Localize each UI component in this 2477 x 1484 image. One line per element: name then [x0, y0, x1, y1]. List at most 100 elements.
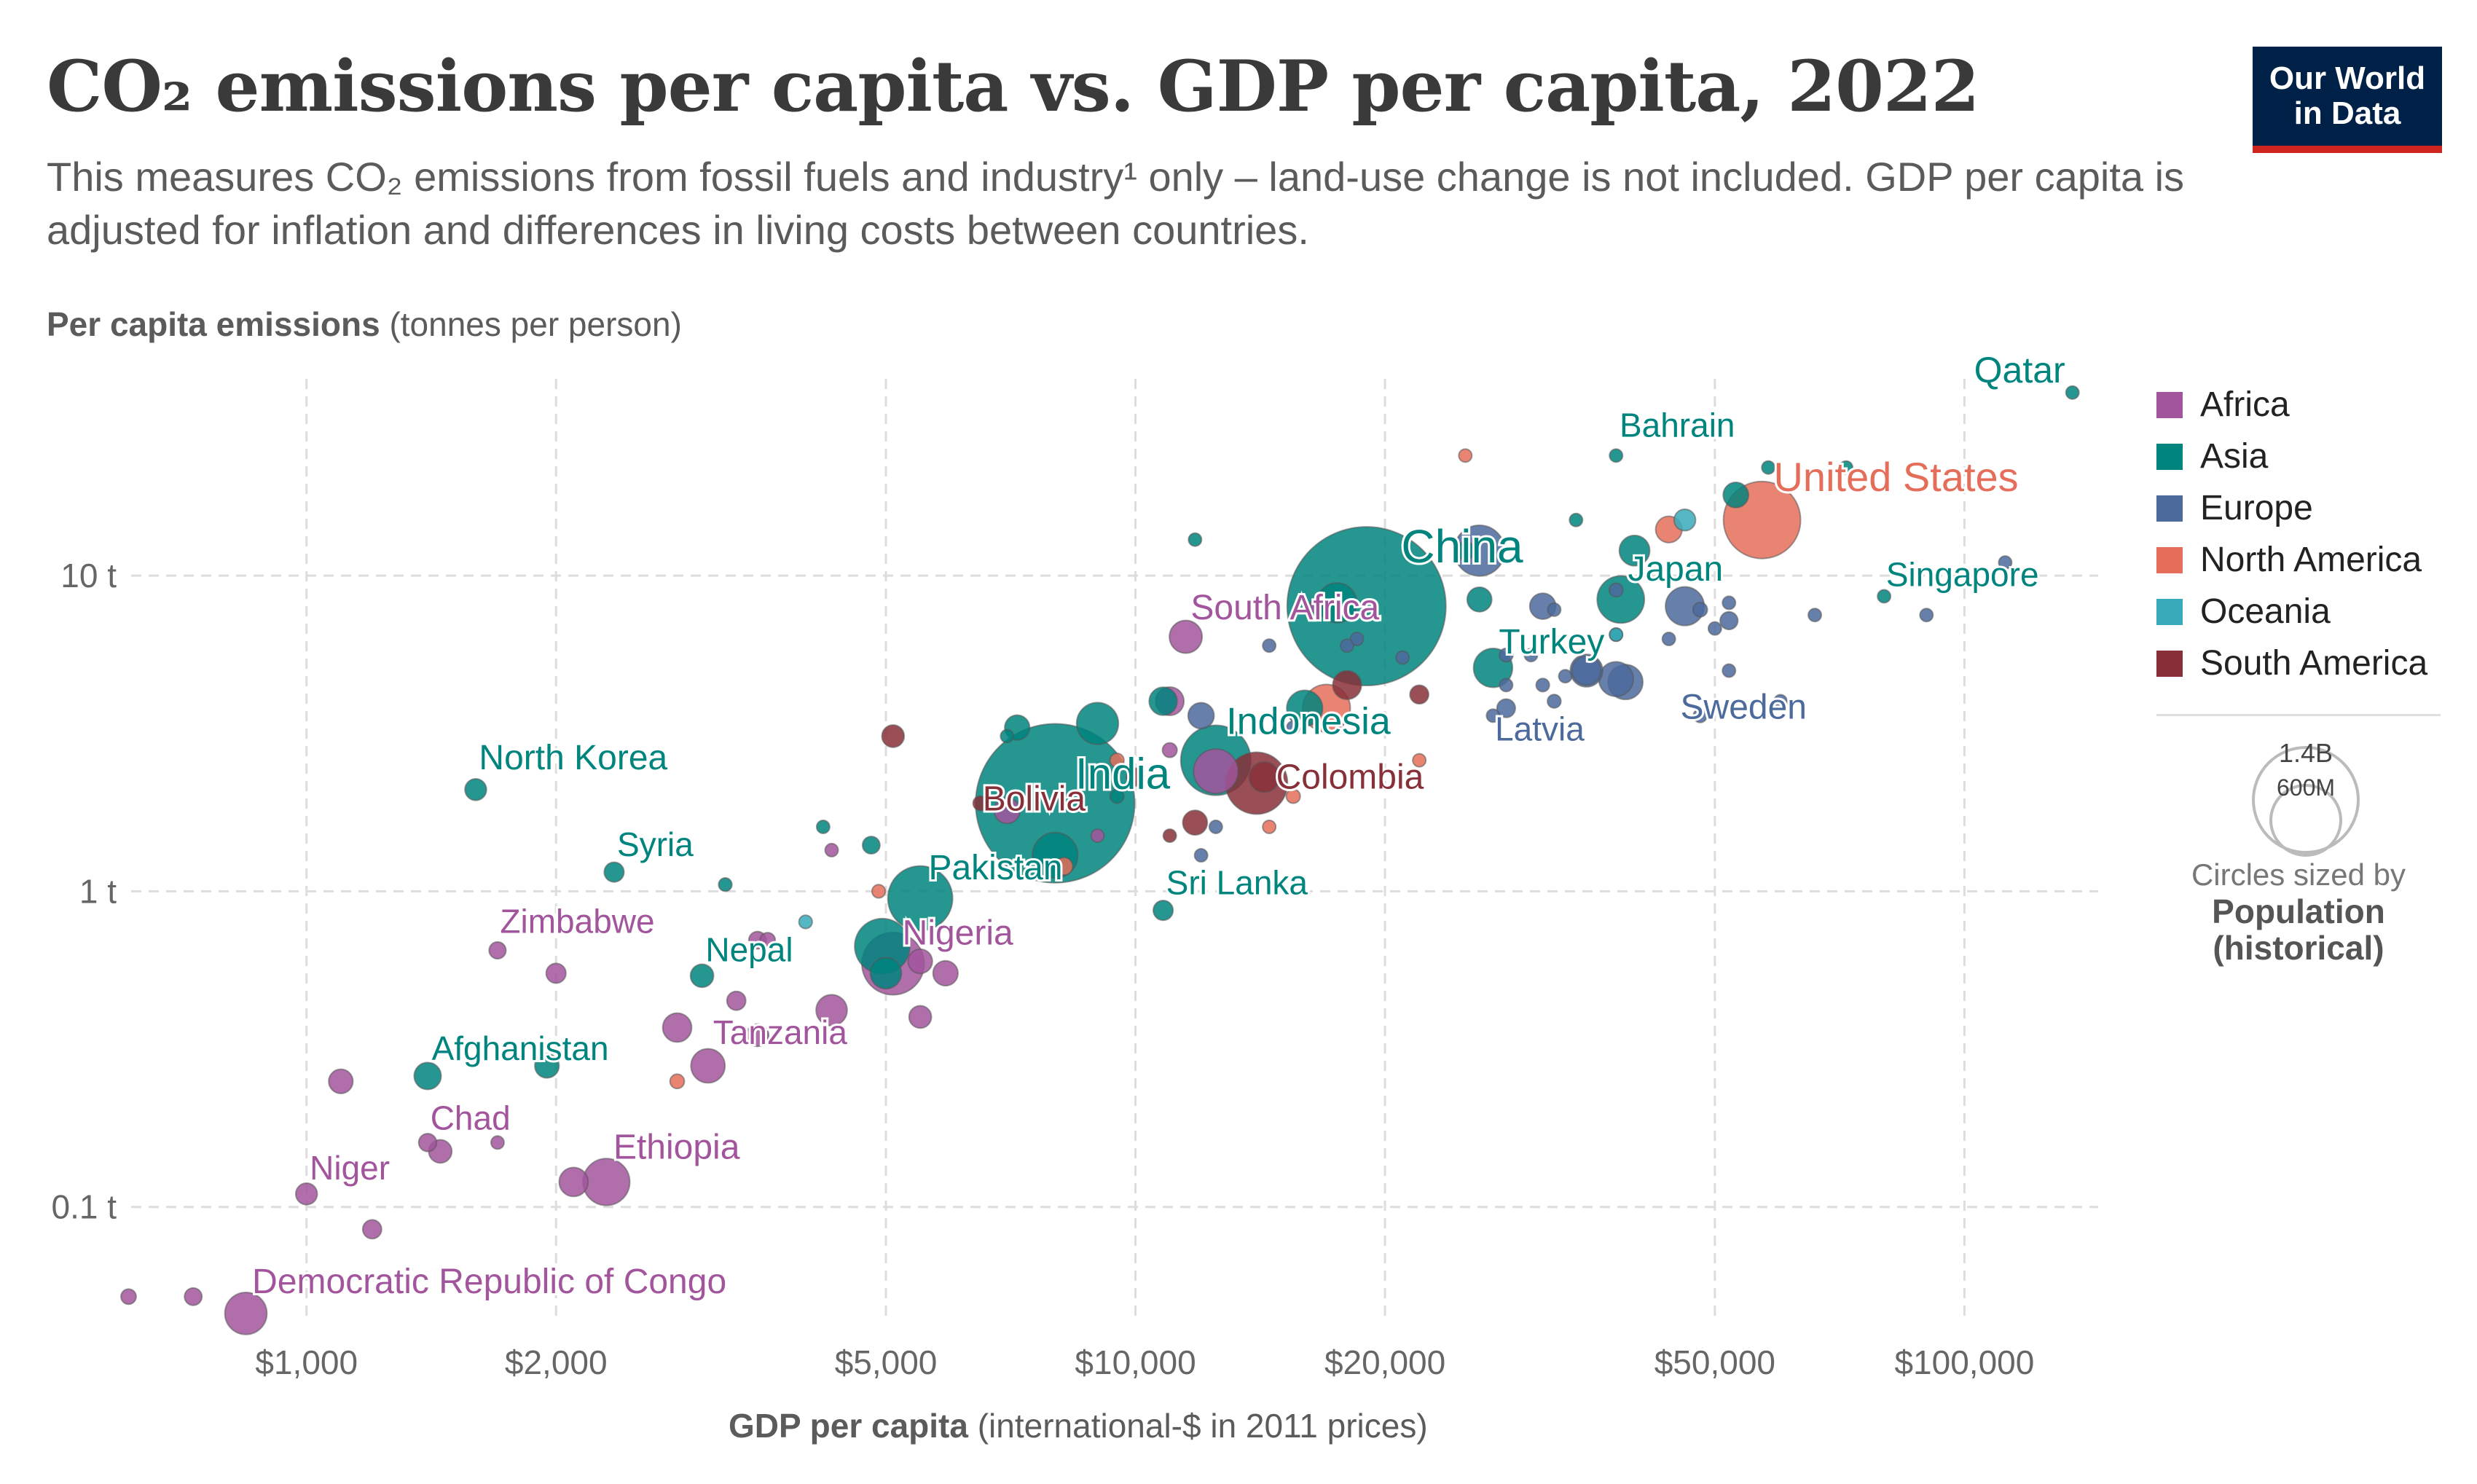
point-bosnia-and-herzegovina[interactable]	[1262, 638, 1277, 653]
point-netherlands[interactable]	[1719, 611, 1739, 631]
point-finland[interactable]	[1661, 632, 1676, 647]
point-mozambique[interactable]	[328, 1068, 354, 1094]
point-norway[interactable]	[1807, 608, 1823, 623]
point-libya[interactable]	[1308, 599, 1324, 614]
point-thailand[interactable]	[1286, 689, 1324, 727]
point-south-korea[interactable]	[1618, 534, 1651, 567]
point-sri-lanka[interactable]	[1152, 900, 1174, 922]
point-mali[interactable]	[545, 962, 567, 984]
point-malaysia[interactable]	[1466, 586, 1493, 613]
point-iraq[interactable]	[1148, 686, 1178, 716]
point-jordan[interactable]	[1109, 788, 1125, 804]
point-venezuela[interactable]	[881, 724, 906, 748]
point-chile[interactable]	[1409, 684, 1430, 705]
point-united-arab-emirates[interactable]	[1839, 460, 1854, 475]
point-russia[interactable]	[1453, 524, 1506, 577]
point-denmark[interactable]	[1722, 663, 1737, 678]
point-trinidad-and-tobago[interactable]	[1458, 448, 1473, 463]
point-dominican-republic[interactable]	[1285, 788, 1301, 804]
legend-item-south-america[interactable]: South America	[2156, 637, 2427, 689]
point-papua-new-guinea[interactable]	[798, 914, 813, 930]
point-ireland[interactable]	[1919, 608, 1934, 623]
point-serbia[interactable]	[1340, 638, 1355, 653]
point-bulgaria[interactable]	[1395, 650, 1410, 665]
point-estonia[interactable]	[1547, 602, 1562, 617]
point-angola[interactable]	[932, 959, 959, 987]
legend-item-africa[interactable]: Africa	[2156, 379, 2427, 431]
point-china[interactable]	[1286, 526, 1447, 687]
point-lithuania[interactable]	[1558, 669, 1573, 684]
point-vietnam[interactable]	[1075, 702, 1120, 745]
point-niger[interactable]	[294, 1182, 318, 1206]
point-afghanistan[interactable]	[413, 1061, 442, 1091]
point-new-zealand[interactable]	[1609, 627, 1624, 643]
point-panama[interactable]	[1412, 753, 1427, 768]
point-greece[interactable]	[1498, 647, 1514, 663]
point-honduras[interactable]	[871, 884, 887, 899]
point-bolivia[interactable]	[972, 795, 989, 812]
point-cambodia[interactable]	[861, 836, 881, 855]
point-zimbabwe[interactable]	[488, 941, 507, 960]
point-kuwait[interactable]	[1761, 460, 1776, 475]
point-belarus[interactable]	[1349, 632, 1365, 647]
point-tunisia[interactable]	[1161, 742, 1178, 758]
point-zambia[interactable]	[726, 990, 747, 1011]
point-portugal[interactable]	[1547, 694, 1562, 709]
point-chad[interactable]	[417, 1132, 438, 1153]
point-morocco[interactable]	[993, 797, 1021, 825]
point-sierra-leone[interactable]	[490, 1135, 505, 1150]
point-ukraine[interactable]	[1187, 702, 1215, 730]
point-laos[interactable]	[1000, 729, 1015, 744]
point-malawi[interactable]	[361, 1219, 382, 1240]
point-kenya[interactable]	[815, 994, 848, 1026]
point-south-africa[interactable]	[1169, 619, 1204, 654]
point-guatemala[interactable]	[1054, 857, 1074, 876]
legend-item-europe[interactable]: Europe	[2156, 482, 2427, 534]
legend-item-oceania[interactable]: Oceania	[2156, 586, 2427, 637]
point-democratic-republic-of-congo[interactable]	[224, 1292, 268, 1335]
point-belgium[interactable]	[1692, 601, 1708, 618]
point-mongolia[interactable]	[1188, 532, 1203, 547]
point-egypt[interactable]	[1193, 748, 1239, 795]
point-united-kingdom[interactable]	[1598, 661, 1634, 697]
point-pakistan[interactable]	[887, 865, 954, 932]
point-romania[interactable]	[1496, 698, 1516, 718]
point-myanmar[interactable]	[869, 957, 903, 990]
point-ivory-coast[interactable]	[908, 1005, 933, 1029]
point-haiti[interactable]	[669, 1073, 686, 1090]
point-colombia[interactable]	[1248, 761, 1281, 793]
point-qatar[interactable]	[2065, 385, 2080, 400]
point-iceland[interactable]	[1722, 595, 1737, 611]
point-tajikistan[interactable]	[718, 877, 733, 892]
point-north-macedonia[interactable]	[1286, 720, 1301, 735]
point-argentina[interactable]	[1332, 670, 1362, 701]
point-mauritania[interactable]	[824, 842, 839, 857]
point-switzerland[interactable]	[1773, 694, 1788, 709]
point-austria[interactable]	[1707, 621, 1722, 636]
point-costa-rica[interactable]	[1262, 819, 1277, 834]
point-yemen[interactable]	[534, 1053, 560, 1079]
point-spain[interactable]	[1571, 655, 1602, 686]
point-oman[interactable]	[1569, 512, 1584, 527]
point-tanzania[interactable]	[690, 1048, 726, 1084]
point-luxembourg[interactable]	[1998, 555, 2013, 570]
point-kyrgyzstan[interactable]	[815, 819, 831, 834]
point-paraguay[interactable]	[1162, 828, 1177, 844]
point-cameroon[interactable]	[745, 1023, 770, 1048]
point-singapore[interactable]	[1877, 589, 1892, 604]
point-sweden[interactable]	[1692, 707, 1708, 723]
point-croatia[interactable]	[1499, 678, 1514, 693]
point-australia[interactable]	[1673, 508, 1697, 532]
point-uganda[interactable]	[558, 1166, 589, 1198]
point-burundi[interactable]	[120, 1288, 137, 1306]
legend-item-north-america[interactable]: North America	[2156, 534, 2427, 586]
point-latvia[interactable]	[1485, 708, 1501, 723]
point-albania[interactable]	[1208, 819, 1223, 834]
point-slovakia[interactable]	[1523, 648, 1539, 663]
point-hungary[interactable]	[1535, 678, 1550, 693]
point-namibia[interactable]	[1090, 828, 1105, 844]
point-benin[interactable]	[759, 932, 777, 949]
point-czechia[interactable]	[1608, 582, 1624, 598]
point-ghana[interactable]	[907, 948, 933, 975]
point-somalia[interactable]	[184, 1287, 203, 1306]
